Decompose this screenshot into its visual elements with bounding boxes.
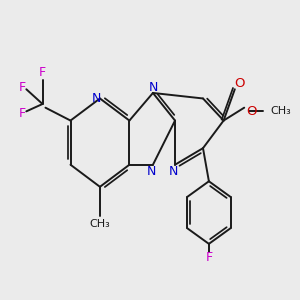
Text: F: F <box>39 66 46 79</box>
Text: O: O <box>235 77 245 90</box>
Text: CH₃: CH₃ <box>90 219 110 229</box>
Text: F: F <box>205 251 212 264</box>
Text: O: O <box>246 105 257 118</box>
Text: N: N <box>169 165 178 178</box>
Text: CH₃: CH₃ <box>271 106 292 116</box>
Text: N: N <box>147 165 156 178</box>
Text: N: N <box>148 81 158 94</box>
Text: F: F <box>18 81 26 94</box>
Text: F: F <box>18 107 26 120</box>
Text: N: N <box>92 92 101 105</box>
